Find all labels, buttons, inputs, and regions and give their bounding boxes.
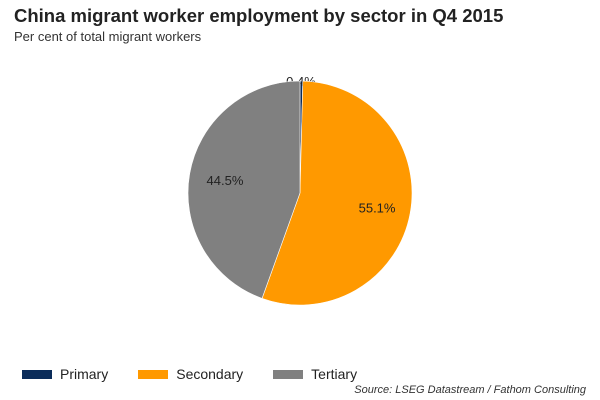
legend-swatch-primary [22,369,52,379]
legend-label-secondary: Secondary [176,366,244,382]
legend-item-primary: Primary [22,366,108,382]
pie-slice-tertiary [187,80,301,299]
pie-slice-secondary [261,80,413,306]
legend-item-tertiary: Tertiary [273,366,357,382]
chart-title: China migrant worker employment by secto… [14,5,504,26]
legend: Primary Secondary Tertiary [22,366,357,382]
legend-item-secondary: Secondary [138,366,243,382]
legend-label-primary: Primary [60,366,109,382]
data-label-secondary: 55.1% [359,200,396,215]
legend-label-tertiary: Tertiary [311,366,358,382]
chart-subtitle: Per cent of total migrant workers [14,29,202,44]
data-label-tertiary: 44.5% [207,173,244,188]
source-note: Source: LSEG Datastream / Fathom Consult… [354,384,586,396]
legend-swatch-secondary [138,369,169,379]
legend-swatch-tertiary [273,369,304,379]
